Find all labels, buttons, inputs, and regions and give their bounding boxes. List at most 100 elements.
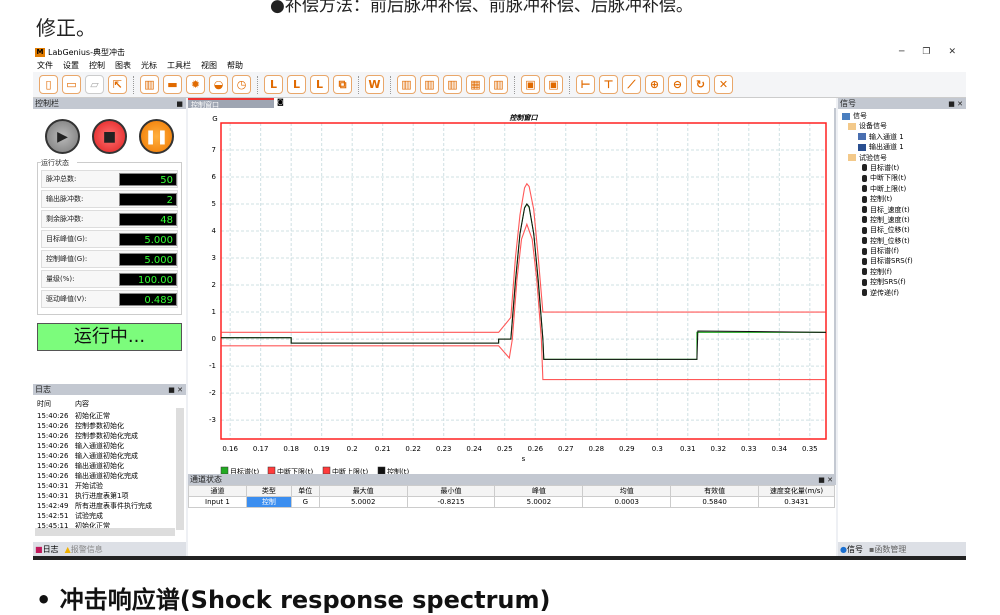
tree-node[interactable]: 输入通道 1 xyxy=(840,132,964,142)
log-entry: 15:40:31 执行进度表第1项 xyxy=(33,491,186,501)
grid-button[interactable]: ▦ xyxy=(466,75,485,94)
tree-node[interactable]: 目标谱(f) xyxy=(840,246,964,256)
zoom-in-button[interactable]: ⊕ xyxy=(645,75,664,94)
title-bar: M LabGenius-典型冲击 ─ ❐ ✕ xyxy=(33,45,966,59)
tab-signal[interactable]: ●信号 xyxy=(840,544,863,555)
clipboard-button[interactable]: ▥ xyxy=(140,75,159,94)
column-header[interactable]: 最大值 xyxy=(318,485,408,497)
grid-button[interactable]: ▥ xyxy=(420,75,439,94)
tab-log[interactable]: ■日志 xyxy=(35,544,59,555)
new-file-button[interactable]: ▯ xyxy=(39,75,58,94)
menu-item[interactable]: 文件 xyxy=(37,61,53,70)
tab-overflow-icon[interactable]: ◙ xyxy=(277,98,284,106)
minimize-button[interactable]: ─ xyxy=(898,47,905,57)
tab-log-label: 日志 xyxy=(42,544,59,554)
tree-node[interactable]: 目标谱(t) xyxy=(840,163,964,173)
tree-node[interactable]: 目标_速度(t) xyxy=(840,205,964,215)
tree-node[interactable]: 目标_位移(t) xyxy=(840,225,964,235)
tree-node[interactable]: 输出通道 1 xyxy=(840,142,964,152)
close-button[interactable]: ✕ xyxy=(948,47,956,57)
tab-function-manager[interactable]: ▪函数管理 xyxy=(869,544,906,555)
limit-button[interactable]: L xyxy=(264,75,283,94)
log-message: 初始化正常 xyxy=(75,522,110,530)
tree-node[interactable]: 中断下限(t) xyxy=(840,173,964,183)
word-report-button[interactable]: W xyxy=(365,75,384,94)
settings-gear-button[interactable]: ✹ xyxy=(186,75,205,94)
tree-node[interactable]: 中断上限(t) xyxy=(840,184,964,194)
legend-checkbox[interactable] xyxy=(322,466,331,475)
tree-node-label: 中断上限(t) xyxy=(870,184,907,193)
pause-button[interactable]: ❚❚ xyxy=(139,119,174,154)
x-tick-label: 0.2 xyxy=(347,445,358,453)
fit-button[interactable]: ✕ xyxy=(714,75,733,94)
tree-node[interactable]: 控制(f) xyxy=(840,267,964,277)
grid-button[interactable]: ▥ xyxy=(397,75,416,94)
limit-remove-button[interactable]: L xyxy=(310,75,329,94)
cursor-v-button[interactable]: ⊤ xyxy=(599,75,618,94)
menu-item[interactable]: 帮助 xyxy=(227,61,243,70)
clock-button[interactable]: ◷ xyxy=(232,75,251,94)
tree-node[interactable]: 控制SRS(f) xyxy=(840,277,964,287)
column-header[interactable]: 类型 xyxy=(245,485,292,497)
grid-button[interactable]: ▥ xyxy=(443,75,462,94)
log-horizontal-scrollbar[interactable] xyxy=(35,528,175,536)
menu-item[interactable]: 设置 xyxy=(63,61,79,70)
pin-close-icons[interactable]: ■ ✕ xyxy=(948,99,963,108)
signal-icon xyxy=(862,164,867,172)
menu-item[interactable]: 视图 xyxy=(201,61,217,70)
copy-button[interactable]: ⧉ xyxy=(333,75,352,94)
tree-node[interactable]: 设备信号 xyxy=(840,121,964,131)
cursor-h-button[interactable]: ⊢ xyxy=(576,75,595,94)
tree-node-label: 控制(f) xyxy=(870,267,892,276)
column-header[interactable]: 单位 xyxy=(290,485,320,497)
tree-node-label: 输出通道 1 xyxy=(869,143,904,152)
column-header[interactable]: 速度变化量(m/s) xyxy=(758,485,835,497)
legend-checkbox[interactable] xyxy=(220,466,229,475)
x-tick-label: 0.33 xyxy=(741,445,757,453)
start-button[interactable]: ▶ xyxy=(45,119,80,154)
toolbar-separator xyxy=(514,75,515,94)
zoom-out-button[interactable]: ⊖ xyxy=(668,75,687,94)
menu-item[interactable]: 图表 xyxy=(115,61,131,70)
open-folder-button[interactable]: ▱ xyxy=(85,75,104,94)
status-value: 2 xyxy=(119,192,177,206)
tab-control-window[interactable]: 控制窗口 xyxy=(188,98,274,109)
range-button[interactable]: ▬ xyxy=(163,75,182,94)
menu-item[interactable]: 光标 xyxy=(141,61,157,70)
table-row[interactable]: Input 1 控制 G 5.0002 -0.8215 5.0002 0.0003 0.584… xyxy=(188,496,835,508)
layout-button[interactable]: ▣ xyxy=(544,75,563,94)
tree-node[interactable]: 试验信号 xyxy=(840,153,964,163)
tree-node[interactable]: 控制(t) xyxy=(840,194,964,204)
spectrum-button[interactable]: ◒ xyxy=(209,75,228,94)
tab-alarm[interactable]: ▲报警信息 xyxy=(65,544,103,555)
layout-button[interactable]: ▣ xyxy=(521,75,540,94)
tree-node[interactable]: 控制_位移(t) xyxy=(840,236,964,246)
pin-icon[interactable]: ■ xyxy=(176,99,183,108)
pin-close-icons[interactable]: ■ ✕ xyxy=(818,475,833,484)
column-header[interactable]: 有效值 xyxy=(670,485,760,497)
tree-node[interactable]: 控制_速度(t) xyxy=(840,215,964,225)
open-folder-icon: ▱ xyxy=(90,78,99,91)
tree-node[interactable]: 信号 xyxy=(840,111,964,121)
column-header[interactable]: 均值 xyxy=(582,485,672,497)
column-header[interactable]: 峰值 xyxy=(494,485,584,497)
menu-item[interactable]: 控制 xyxy=(89,61,105,70)
menu-item[interactable]: 工具栏 xyxy=(167,61,191,70)
pin-close-icons[interactable]: ■ ✕ xyxy=(168,385,183,394)
limit-add-button[interactable]: L xyxy=(287,75,306,94)
cursor-diag-button[interactable]: ⟋ xyxy=(622,75,641,94)
tree-node[interactable]: 逆传递(f) xyxy=(840,288,964,298)
tree-node[interactable]: 目标谱SRS(f) xyxy=(840,256,964,266)
log-vertical-scrollbar[interactable] xyxy=(176,408,184,530)
column-header[interactable]: 最小值 xyxy=(406,485,496,497)
column-header[interactable]: 通道 xyxy=(188,485,247,497)
export-button[interactable]: ⇱ xyxy=(108,75,127,94)
x-tick-label: 0.16 xyxy=(222,445,238,453)
save-button[interactable]: ▭ xyxy=(62,75,81,94)
maximize-button[interactable]: ❐ xyxy=(922,47,931,57)
legend-checkbox[interactable] xyxy=(377,466,386,475)
refresh-button[interactable]: ↻ xyxy=(691,75,710,94)
stop-button[interactable]: ■ xyxy=(92,119,127,154)
legend-checkbox[interactable] xyxy=(267,466,276,475)
grid-button[interactable]: ▥ xyxy=(489,75,508,94)
